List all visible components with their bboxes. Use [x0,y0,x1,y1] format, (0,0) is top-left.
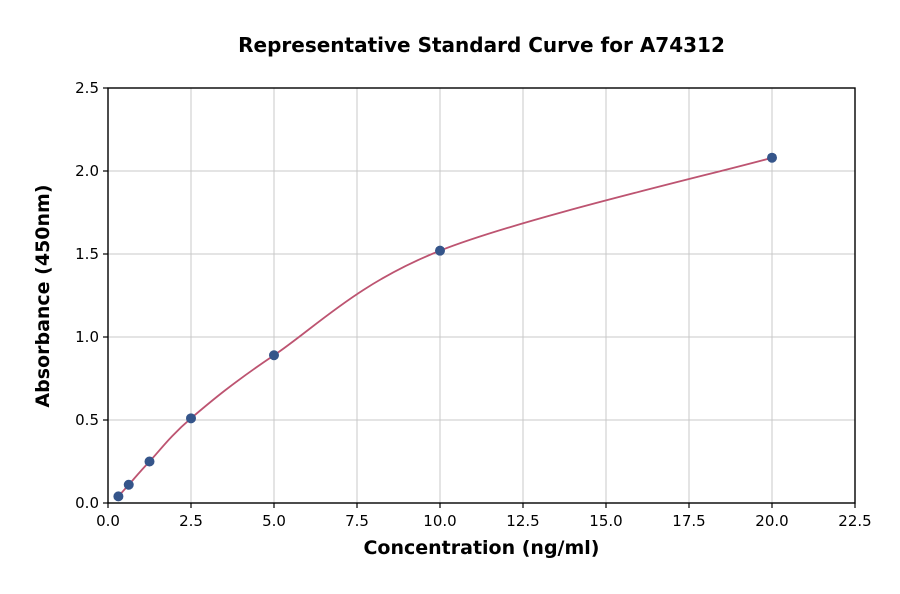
x-tick-label: 5.0 [262,512,286,530]
plot-border [107,87,856,504]
x-tick-label: 0.0 [96,512,120,530]
x-tick-label: 12.5 [506,512,539,530]
y-axis-label: Absorbance (450nm) [32,184,54,408]
standard-curve-line [117,156,773,497]
x-tick-label: 7.5 [345,512,369,530]
data-point [435,245,445,256]
data-point [113,491,124,502]
y-tick-label: 0.5 [75,411,99,429]
x-tick-label: 17.5 [672,512,705,530]
x-axis-label: Concentration (ng/ml) [363,537,600,559]
data-point [767,152,777,163]
data-point [186,413,196,424]
data-point [144,456,155,467]
x-tick-label: 15.0 [589,512,622,530]
y-tick-label: 0.0 [75,494,99,512]
y-tick-label: 2.0 [75,162,99,180]
data-point [269,350,279,361]
data-point [123,479,134,490]
x-tick-label: 10.0 [423,512,456,530]
y-tick-label: 1.0 [75,328,99,346]
x-tick-label: 2.5 [179,512,203,530]
y-tick-label: 2.5 [75,79,99,97]
x-tick-label: 22.5 [838,512,871,530]
y-tick-label: 1.5 [75,245,99,263]
chart-title: Representative Standard Curve for A74312 [238,33,725,57]
x-tick-label: 20.0 [755,512,788,530]
